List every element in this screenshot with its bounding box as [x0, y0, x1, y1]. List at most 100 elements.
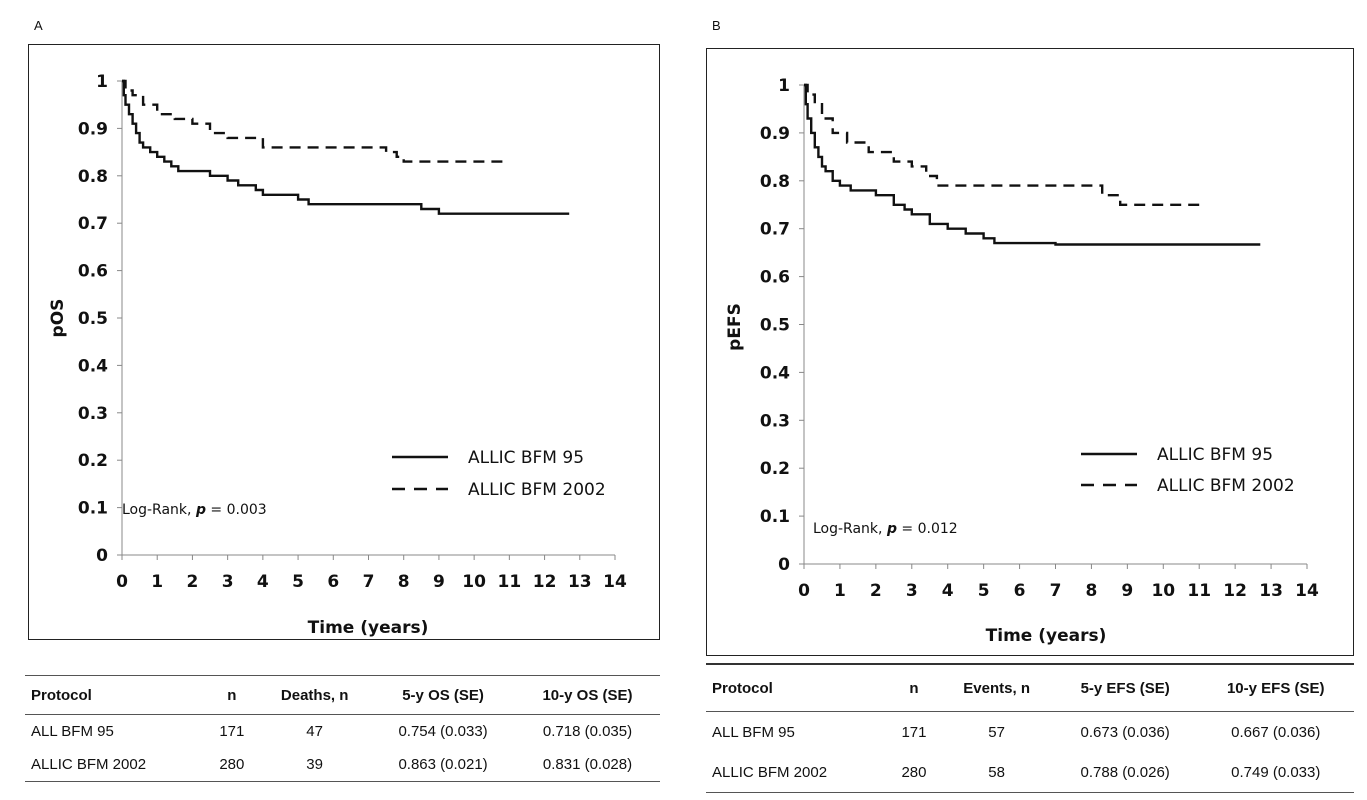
x-tick-label: 9 — [1121, 581, 1133, 601]
y-tick-label: 1 — [778, 76, 790, 96]
legend-label: ALLIC BFM 2002 — [468, 480, 606, 500]
y-tick-label: 0.1 — [78, 499, 108, 519]
table-cell: 0.863 (0.021) — [398, 756, 488, 773]
y-tick-label: 0.2 — [78, 451, 108, 471]
y-tick-label: 0.3 — [78, 404, 108, 424]
table-cell: 171 — [901, 723, 927, 741]
x-tick-label: 12 — [1223, 581, 1247, 601]
y-tick-label: 0.2 — [760, 459, 790, 479]
table-a: Protocol n Deaths, n 5-y OS (SE) 10-y OS… — [25, 675, 660, 782]
series-line-bfm2002 — [122, 79, 510, 163]
x-tick-label: 1 — [151, 572, 163, 592]
table-cell: 58 — [988, 763, 1005, 781]
table-cell: ALL BFM 95 — [712, 723, 795, 741]
y-tick-label: 0.6 — [760, 268, 790, 288]
table-b-header-row: Protocol n Events, n 5-y EFS (SE) 10-y E… — [706, 664, 1354, 712]
table-cell: 0.788 (0.026) — [1080, 763, 1170, 781]
legend-label: ALLIC BFM 2002 — [1157, 476, 1295, 496]
table-cell: ALLIC BFM 2002 — [712, 763, 828, 781]
logrank-annotation: Log-Rank, p = 0.003 — [122, 502, 267, 518]
logrank-prefix: Log-Rank, — [122, 502, 196, 518]
table-b: Protocol n Events, n 5-y EFS (SE) 10-y E… — [706, 663, 1354, 793]
y-tick-label: 0.8 — [760, 172, 790, 192]
chart-frame — [706, 48, 1354, 656]
y-tick-label: 0 — [96, 546, 108, 566]
y-tick-label: 0 — [778, 555, 790, 575]
table-b-header-10y: 10-y EFS (SE) — [1226, 679, 1325, 697]
x-tick-label: 2 — [870, 581, 882, 601]
logrank-p: p — [195, 502, 206, 518]
y-tick-label: 0.3 — [760, 411, 790, 431]
table-b-header-5y: 5-y EFS (SE) — [1080, 679, 1170, 697]
table-a-header-n: n — [227, 686, 237, 704]
table-row: ALLIC BFM 2002 280 39 0.863 (0.021) 0.83… — [25, 748, 660, 782]
table-row: ALL BFM 95 171 47 0.754 (0.033) 0.718 (0… — [25, 715, 660, 749]
x-tick-label: 5 — [292, 572, 304, 592]
table-a-header-row: Protocol n Deaths, n 5-y OS (SE) 10-y OS… — [25, 676, 660, 715]
table-row: ALLIC BFM 2002 280 58 0.788 (0.026) 0.74… — [706, 752, 1354, 793]
y-tick-label: 0.5 — [78, 309, 108, 329]
y-tick-label: 1 — [96, 72, 108, 92]
x-tick-label: 6 — [327, 572, 339, 592]
logrank-prefix: Log-Rank, — [813, 521, 887, 537]
series-line-bfm95 — [122, 79, 570, 215]
table-cell: 280 — [219, 756, 245, 773]
chart-frame — [28, 44, 660, 640]
x-tick-label: 1 — [834, 581, 846, 601]
x-tick-label: 8 — [398, 572, 410, 592]
x-tick-label: 12 — [533, 572, 557, 592]
table-cell: 0.754 (0.033) — [398, 723, 488, 740]
y-tick-label: 0.9 — [78, 119, 108, 139]
legend-label: ALLIC BFM 95 — [468, 448, 584, 468]
x-tick-label: 10 — [462, 572, 486, 592]
x-tick-label: 11 — [498, 572, 522, 592]
table-cell: ALL BFM 95 — [31, 723, 114, 740]
table-cell: 0.749 (0.033) — [1231, 763, 1321, 781]
table-cell: 57 — [988, 723, 1005, 741]
x-tick-label: 10 — [1151, 581, 1175, 601]
table-b-header-n: n — [909, 679, 919, 697]
panel-b-letter: B — [712, 18, 721, 33]
x-axis-title: Time (years) — [986, 626, 1107, 646]
table-b-header-events: Events, n — [963, 679, 1030, 697]
x-tick-label: 7 — [363, 572, 375, 592]
table-b-header-protocol: Protocol — [712, 679, 773, 697]
y-tick-label: 0.8 — [78, 167, 108, 187]
x-axis-title: Time (years) — [308, 618, 429, 638]
series-line-bfm95 — [804, 83, 1261, 246]
y-tick-label: 0.7 — [78, 214, 108, 234]
table-row: ALL BFM 95 171 57 0.673 (0.036) 0.667 (0… — [706, 712, 1354, 753]
table-a-header-10y: 10-y OS (SE) — [542, 686, 633, 704]
x-tick-label: 8 — [1086, 581, 1098, 601]
x-tick-label: 5 — [978, 581, 990, 601]
y-axis-title: pOS — [48, 299, 68, 338]
x-tick-label: 13 — [568, 572, 592, 592]
y-tick-label: 0.4 — [78, 356, 108, 376]
table-cell: ALLIC BFM 2002 — [31, 756, 147, 773]
x-tick-label: 11 — [1187, 581, 1211, 601]
table-cell: 0.667 (0.036) — [1231, 723, 1321, 741]
y-tick-label: 0.6 — [78, 262, 108, 282]
x-tick-label: 2 — [187, 572, 199, 592]
x-tick-label: 4 — [942, 581, 954, 601]
table-cell: 280 — [901, 763, 927, 781]
x-tick-label: 7 — [1050, 581, 1062, 601]
x-tick-label: 3 — [906, 581, 918, 601]
y-tick-label: 0.5 — [760, 316, 790, 336]
table-cell: 0.718 (0.035) — [542, 723, 633, 740]
table-a-header-protocol: Protocol — [31, 686, 92, 704]
table-a-header-deaths: Deaths, n — [280, 686, 349, 704]
x-tick-label: 6 — [1014, 581, 1026, 601]
y-tick-label: 0.1 — [760, 507, 790, 527]
x-tick-label: 14 — [603, 572, 627, 592]
logrank-value: = 0.012 — [897, 521, 958, 537]
x-tick-label: 13 — [1259, 581, 1283, 601]
y-tick-label: 0.4 — [760, 363, 790, 383]
x-tick-label: 9 — [433, 572, 445, 592]
table-cell: 47 — [306, 723, 323, 740]
logrank-annotation: Log-Rank, p = 0.012 — [813, 521, 958, 537]
x-tick-label: 4 — [257, 572, 269, 592]
table-cell: 0.831 (0.028) — [542, 756, 633, 773]
logrank-value: = 0.003 — [206, 502, 267, 518]
panel-a-letter: A — [34, 18, 43, 33]
